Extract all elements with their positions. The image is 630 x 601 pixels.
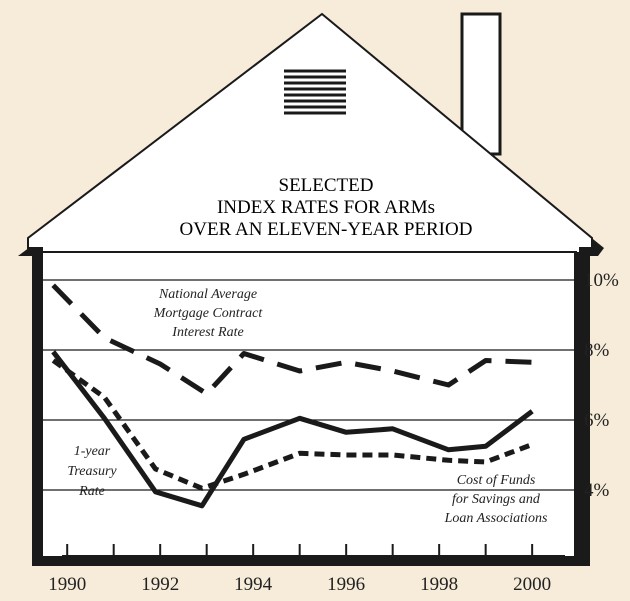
house-wall: [41, 251, 577, 559]
x-tick-label-1990: 1990: [48, 574, 86, 595]
wall-base: [40, 556, 578, 562]
annotation-cost-of-funds-line-2: for Savings and: [452, 492, 541, 507]
chart-title: SELECTED INDEX RATES FOR ARMs OVER AN EL…: [180, 175, 473, 240]
title-line-3: OVER AN ELEVEN-YEAR PERIOD: [180, 219, 473, 240]
chimney: [460, 12, 502, 156]
annotation-cost-of-funds-line-1: Cost of Funds: [457, 473, 536, 488]
series-lines: [51, 283, 534, 509]
x-tick-label-1994: 1994: [234, 574, 273, 595]
y-tick-label-4: 4%: [584, 480, 610, 501]
y-tick-label-6: 6%: [584, 410, 610, 431]
y-tick-labels: 10% 8% 6% 4%: [584, 270, 619, 501]
series-line-2: [51, 350, 534, 509]
title-line-2: INDEX RATES FOR ARMs: [217, 197, 435, 218]
annotation-treasury: 1-year Treasury Rate: [67, 444, 117, 499]
x-tick-label-2000: 2000: [513, 574, 551, 595]
attic-vent: [284, 69, 346, 115]
annotation-cost-of-funds: Cost of Funds for Savings and Loan Assoc…: [444, 473, 548, 526]
x-axis: 1990 1992 1994 1996 1998 2000: [48, 544, 565, 595]
wall-right-edge: [574, 252, 580, 558]
annotation-mortgage: National Average Mortgage Contract Inter…: [153, 287, 264, 340]
annotation-mortgage-line-3: Interest Rate: [171, 325, 243, 340]
x-tick-label-1998: 1998: [420, 574, 458, 595]
annotation-cost-of-funds-line-3: Loan Associations: [444, 511, 548, 526]
annotation-treasury-line-1: 1-year: [74, 444, 111, 459]
y-tick-label-8: 8%: [584, 340, 610, 361]
x-tick-label-1996: 1996: [327, 574, 365, 595]
annotation-mortgage-line-2: Mortgage Contract: [153, 306, 264, 321]
y-tick-label-10: 10%: [584, 270, 619, 291]
series-line-3: [51, 358, 534, 491]
annotation-treasury-line-2: Treasury: [67, 464, 117, 479]
series-line-1: [51, 283, 533, 397]
gridlines: [42, 279, 576, 491]
annotation-mortgage-line-1: National Average: [158, 287, 257, 302]
title-line-1: SELECTED: [279, 175, 374, 196]
annotation-treasury-line-3: Rate: [78, 484, 105, 499]
x-tick-label-1992: 1992: [141, 574, 179, 595]
